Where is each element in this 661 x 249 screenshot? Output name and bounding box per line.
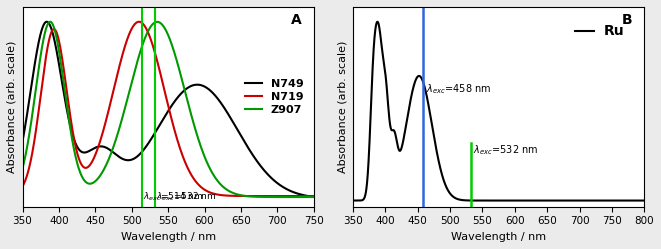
N749 bbox=[69, 135, 77, 138]
Z907 bbox=[19, 167, 26, 170]
Text: $\lambda_{exc}$=532 nm: $\lambda_{exc}$=532 nm bbox=[473, 143, 538, 157]
N749 bbox=[304, 194, 312, 197]
N749 bbox=[310, 195, 318, 198]
X-axis label: Wavelength / nm: Wavelength / nm bbox=[451, 232, 546, 242]
Text: $\lambda_{exc}$=514 nm: $\lambda_{exc}$=514 nm bbox=[143, 190, 203, 203]
N749 bbox=[19, 140, 26, 143]
Z907 bbox=[143, 32, 151, 35]
N749 bbox=[130, 157, 138, 160]
Z907 bbox=[304, 195, 312, 198]
Z907 bbox=[130, 71, 138, 74]
Z907 bbox=[69, 143, 77, 146]
Z907 bbox=[273, 195, 281, 198]
N749 bbox=[273, 181, 281, 184]
Text: $\lambda_{exc}$=458 nm: $\lambda_{exc}$=458 nm bbox=[426, 82, 490, 96]
Z907 bbox=[46, 20, 54, 23]
X-axis label: Wavelength / nm: Wavelength / nm bbox=[120, 232, 215, 242]
Legend: Ru: Ru bbox=[570, 19, 629, 43]
Line: Ru: Ru bbox=[353, 22, 644, 200]
N719 bbox=[135, 20, 143, 23]
Line: N719: N719 bbox=[22, 22, 314, 196]
Line: Z907: Z907 bbox=[22, 22, 314, 197]
Ru bbox=[641, 199, 648, 202]
N719 bbox=[143, 28, 151, 31]
Text: A: A bbox=[292, 13, 302, 27]
Text: B: B bbox=[622, 13, 633, 27]
N719 bbox=[310, 194, 318, 197]
N719 bbox=[19, 185, 26, 188]
N719 bbox=[130, 23, 138, 26]
Ru bbox=[603, 199, 611, 202]
Z907 bbox=[310, 195, 318, 198]
Ru bbox=[400, 137, 408, 140]
N719 bbox=[52, 29, 59, 32]
Y-axis label: Absorbance (arb. scale): Absorbance (arb. scale) bbox=[338, 41, 348, 173]
Ru bbox=[461, 199, 469, 202]
N749 bbox=[43, 20, 51, 23]
Line: N749: N749 bbox=[22, 22, 314, 197]
Z907 bbox=[52, 33, 59, 36]
N719 bbox=[304, 194, 312, 197]
Ru bbox=[349, 199, 357, 202]
N749 bbox=[143, 144, 151, 147]
Ru bbox=[473, 199, 481, 202]
Ru bbox=[373, 20, 381, 23]
Ru bbox=[635, 199, 642, 202]
N719 bbox=[69, 131, 77, 134]
Ru bbox=[531, 199, 539, 202]
Text: $\lambda_{exc}$=532 nm: $\lambda_{exc}$=532 nm bbox=[157, 190, 217, 203]
Ru bbox=[382, 81, 390, 84]
N749 bbox=[52, 45, 59, 48]
N719 bbox=[273, 194, 281, 197]
Legend: N749, N719, Z907: N749, N719, Z907 bbox=[241, 74, 308, 120]
Y-axis label: Absorbance (arb. scale): Absorbance (arb. scale) bbox=[7, 41, 17, 173]
